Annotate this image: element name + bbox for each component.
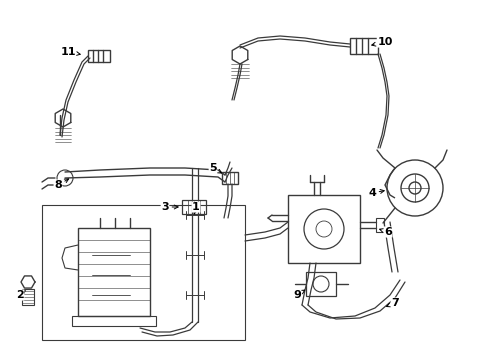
Bar [376, 218, 384, 232]
Text: 11: 11 [60, 47, 80, 57]
Text: 2: 2 [16, 290, 25, 300]
Text: 9: 9 [293, 290, 305, 300]
Bar [222, 172, 238, 184]
Bar [42, 205, 245, 340]
Text: 8: 8 [54, 179, 69, 190]
Text: 5: 5 [209, 163, 221, 173]
Bar [78, 228, 150, 316]
Bar [288, 195, 360, 263]
Text: 1: 1 [192, 202, 200, 214]
Bar [350, 38, 378, 54]
Text: 3: 3 [161, 202, 178, 212]
Bar [88, 50, 110, 62]
Text: 4: 4 [368, 188, 384, 198]
Text: 6: 6 [380, 227, 392, 237]
Text: 10: 10 [372, 37, 392, 47]
Bar [306, 272, 336, 296]
Bar [182, 200, 206, 214]
Bar [22, 289, 34, 305]
Bar [72, 316, 156, 326]
Text: 7: 7 [387, 298, 399, 308]
